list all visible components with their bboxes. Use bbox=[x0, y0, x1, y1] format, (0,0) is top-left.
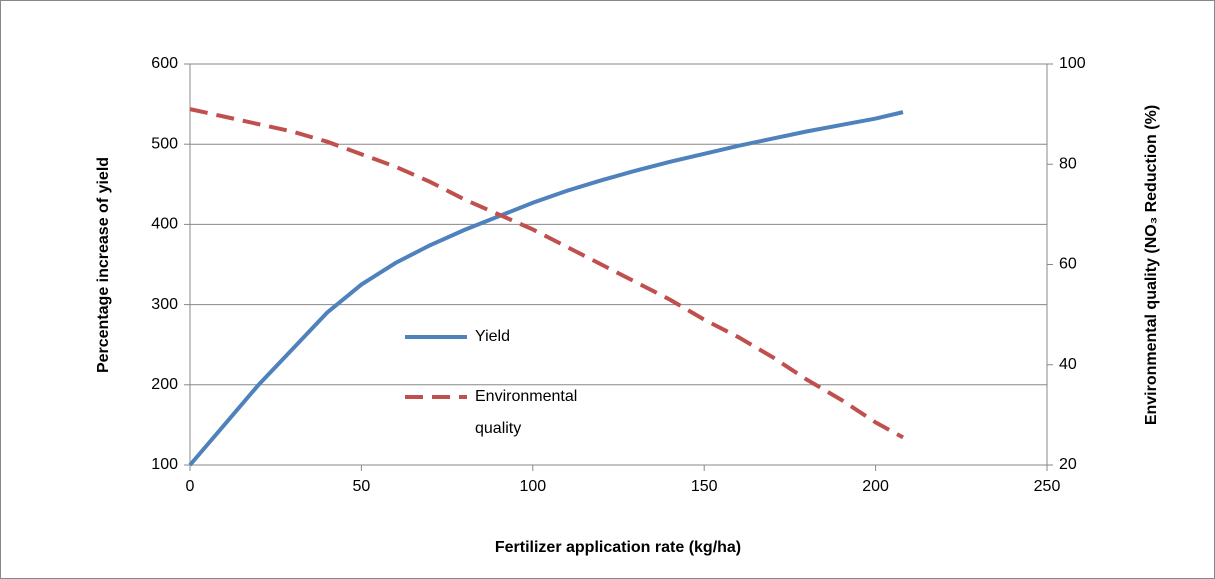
y2-tick-label: 40 bbox=[1059, 356, 1077, 373]
x-tick-label: 200 bbox=[862, 478, 889, 495]
legend-label: Environmental quality bbox=[475, 388, 577, 437]
x-tick-label: 100 bbox=[519, 478, 546, 495]
y-tick-label: 100 bbox=[151, 456, 178, 473]
y-tick-label: 400 bbox=[151, 216, 178, 233]
series-line bbox=[188, 110, 904, 467]
y-axis-label: Percentage increase of yield bbox=[95, 157, 112, 373]
y2-tick-label: 100 bbox=[1059, 55, 1086, 72]
x-axis-label: Fertilizer application rate (kg/ha) bbox=[495, 539, 741, 556]
series-line bbox=[189, 107, 904, 440]
y-tick-label: 300 bbox=[151, 296, 178, 313]
x-tick-label: 250 bbox=[1034, 478, 1061, 495]
y2-tick-label: 80 bbox=[1059, 155, 1077, 172]
y2-tick-label: 60 bbox=[1059, 256, 1077, 273]
legend-label: Yield bbox=[475, 328, 510, 345]
y-tick-label: 500 bbox=[151, 135, 178, 152]
y2-tick-label: 20 bbox=[1059, 456, 1077, 473]
x-tick-label: 0 bbox=[186, 478, 195, 495]
y2-axis-label: Environmental quality (NO₃ Reduction (%) bbox=[1143, 105, 1160, 425]
x-tick-label: 50 bbox=[353, 478, 371, 495]
y-tick-label: 600 bbox=[151, 55, 178, 72]
x-tick-label: 150 bbox=[691, 478, 718, 495]
y-tick-label: 200 bbox=[151, 376, 178, 393]
